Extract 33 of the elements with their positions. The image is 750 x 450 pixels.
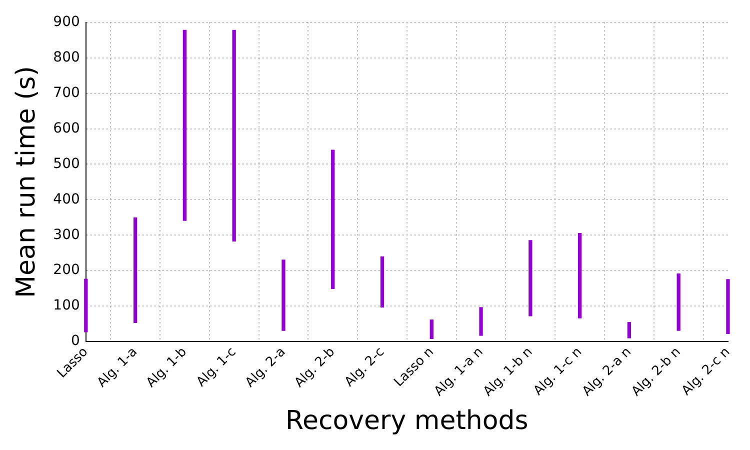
x-tick-label: Alg. 1-a xyxy=(94,344,141,391)
x-tick-label: Alg. 2-b xyxy=(292,344,338,391)
bar xyxy=(627,322,632,338)
bar xyxy=(282,260,286,331)
x-tick-label: Alg. 1-c xyxy=(194,344,240,390)
y-tick-label: 800 xyxy=(53,49,80,66)
bar xyxy=(84,278,88,332)
y-tick-label: 0 xyxy=(71,333,80,350)
y-tick-label: 100 xyxy=(53,298,80,314)
bar xyxy=(380,256,384,308)
bar xyxy=(331,150,335,289)
x-axis-title: Recovery methods xyxy=(286,406,528,436)
x-tick-label: Alg. 2-c xyxy=(342,344,388,390)
bar xyxy=(430,320,434,339)
y-tick-label: 400 xyxy=(53,191,80,208)
bar xyxy=(182,30,187,221)
bar xyxy=(726,279,730,334)
y-tick-label: 500 xyxy=(53,156,80,172)
y-tick-label: 700 xyxy=(53,84,80,101)
bar xyxy=(676,273,680,331)
x-tick-label: Alg. 1-b xyxy=(144,344,190,391)
x-tick-label: Alg. 2-a xyxy=(242,344,289,391)
y-axis-title: Mean run time (s) xyxy=(11,66,42,298)
y-tick-label: 200 xyxy=(53,262,80,278)
y-tick-label: 900 xyxy=(53,14,80,30)
x-tick-label: Alg. 2-c n xyxy=(679,344,734,399)
y-tick-label: 300 xyxy=(53,226,80,243)
bar xyxy=(479,307,483,336)
y-tick-label: 600 xyxy=(53,120,80,136)
bar xyxy=(133,217,138,324)
bar xyxy=(232,30,236,242)
bar xyxy=(578,233,582,318)
bar xyxy=(528,240,532,316)
